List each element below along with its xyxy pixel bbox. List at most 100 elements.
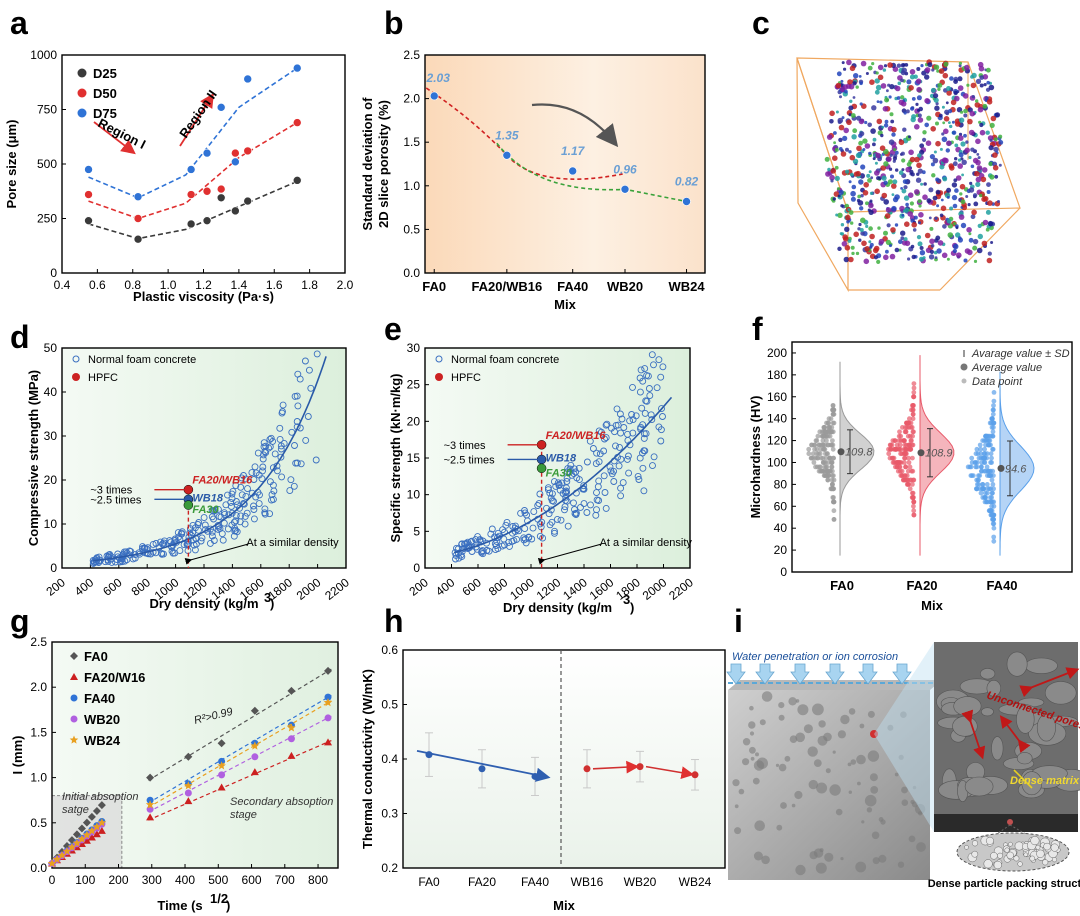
panel-i-packed-particle (1013, 855, 1020, 862)
panel-c-pore (989, 138, 993, 142)
panel-c-pore (855, 152, 862, 159)
panel-f-data-point (910, 490, 915, 496)
panel-e-data-point (548, 497, 556, 505)
panel-f-violin-FA0 (839, 361, 875, 556)
panel-c-pore (972, 238, 979, 245)
panel-e-data-point (571, 506, 578, 513)
panel-e-ratio-label: ~3 times (444, 440, 486, 452)
panel-i-packed-particle (1035, 844, 1041, 850)
panel-c-pore (842, 234, 848, 240)
panel-d-data-point (237, 483, 245, 491)
panel-i-packed-particle (971, 850, 979, 858)
panel-g-ytick-label: 1.0 (30, 771, 47, 785)
panel-label-a: a (10, 5, 28, 41)
panel-d-fit-curve (93, 356, 327, 562)
panel-f-data-point (831, 473, 836, 478)
panel-g-xlabel-sup: 1/2 (210, 891, 228, 906)
panel-e-ylabel: Specific strength (kN·m/kg) (388, 373, 403, 542)
panel-f-data-point (897, 429, 902, 435)
panel-f-data-point (813, 464, 818, 470)
panel-d-data-point (210, 507, 218, 515)
panel-c-pore (879, 145, 886, 151)
panel-i-pore (749, 705, 754, 711)
panel-a-region1-arrow (93, 121, 136, 155)
panel-d-ylabel: Compressive strength (MPa) (26, 370, 41, 546)
panel-c-pore (884, 119, 889, 124)
panel-c-pore (975, 176, 982, 183)
panel-i-pore (824, 852, 834, 862)
panel-d-xtick-label: 2200 (322, 575, 352, 603)
panel-c-pore (973, 201, 979, 207)
panel-d-data-point (294, 402, 302, 410)
panel-a-region1-label: Region I (96, 115, 149, 152)
panel-g-ytick-label: 1.5 (30, 725, 47, 739)
panel-f-data-point (909, 438, 914, 443)
panel-d-data-point (242, 475, 250, 483)
panel-c-pore (855, 85, 859, 89)
panel-c-pore (839, 95, 842, 99)
panel-c-pore (966, 83, 970, 87)
panel-c-pore (890, 119, 895, 124)
panel-c-pore (960, 141, 966, 147)
panel-g-point-FA20/W16 (146, 813, 155, 821)
panel-d-data-point (277, 445, 285, 453)
panel-c-pore (909, 156, 916, 163)
panel-e-xtick-label: 400 (433, 575, 458, 599)
panel-f-data-point (991, 425, 996, 430)
panel-c-pore (944, 109, 950, 115)
panel-c-pore (937, 87, 941, 92)
panel-c-pore (983, 83, 987, 87)
panel-f-data-point (902, 442, 908, 448)
panel-b-point (429, 91, 439, 101)
panel-c-pore (851, 134, 857, 140)
panel-f-data-point (973, 451, 979, 457)
panel-i-pore (742, 738, 751, 746)
panel-c-pore (891, 132, 896, 137)
panel-c-pore (955, 226, 959, 230)
panel-c-pore (886, 89, 889, 93)
panel-c-pore (941, 252, 948, 259)
panel-c-pore (865, 72, 869, 75)
panel-c-pore (970, 82, 977, 89)
panel-c-pore (950, 99, 957, 106)
panel-f-ytick-label: 0 (780, 565, 787, 579)
panel-c-pore (908, 135, 911, 139)
panel-a-point-D50 (202, 186, 212, 196)
panel-f-data-point (908, 425, 914, 430)
panel-c-pore (975, 138, 981, 145)
panel-g-point-FA0 (184, 752, 193, 761)
panel-c-pore (915, 102, 919, 106)
panel-c-pore (910, 244, 915, 249)
panel-c-pore (972, 245, 978, 251)
panel-i-pore (848, 790, 852, 794)
panel-c-pore (875, 71, 879, 75)
panel-d-data-point (190, 541, 198, 549)
panel-c-pore (825, 171, 831, 177)
panel-c-pore (863, 258, 870, 265)
panel-c-pore (829, 110, 835, 117)
panel-c-pore (971, 95, 975, 99)
panel-g-legend-marker-WB24 (69, 735, 79, 744)
panel-e-data-point (634, 472, 642, 480)
panel-i-unconnected-arrow-2 (961, 709, 986, 760)
panel-c-pore (936, 69, 940, 73)
panel-e-data-point (564, 522, 572, 530)
panel-d-data-point (149, 540, 157, 548)
panel-a-xtick-label: 1.8 (301, 278, 318, 292)
panel-c-pore (864, 246, 870, 252)
panel-c-pore (978, 193, 983, 198)
panel-d-data-point (225, 511, 233, 519)
panel-i-pore (872, 857, 880, 865)
panel-c-pore (911, 254, 916, 260)
panel-d-data-point (248, 469, 256, 477)
panel-f-data-point (809, 442, 815, 448)
panel-g-xlabel-end: ) (226, 898, 230, 913)
panel-a-xtick-label: 0.4 (54, 278, 71, 292)
panel-c-pore (971, 209, 977, 216)
panel-i-packed-particle (1036, 849, 1045, 858)
panel-f-mean-label: 108.9 (925, 448, 953, 460)
panel-h-xtick-label: FA0 (418, 875, 440, 889)
panel-f-data-point (825, 433, 831, 439)
panel-a-point-D25 (231, 206, 240, 216)
panel-c-pore (976, 165, 983, 171)
